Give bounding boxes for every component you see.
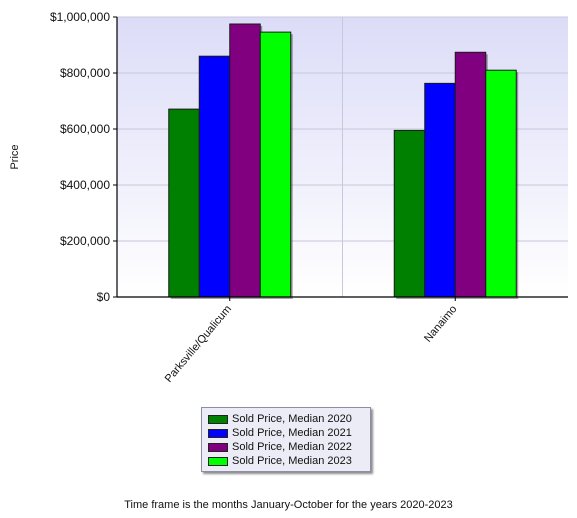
x-tick-label: Nanaimo xyxy=(422,303,459,344)
legend-item: Sold Price, Median 2023 xyxy=(208,454,364,468)
footnote: Time frame is the months January-October… xyxy=(124,499,453,511)
legend-label: Sold Price, Median 2020 xyxy=(232,413,352,425)
legend-item: Sold Price, Median 2020 xyxy=(208,412,364,426)
legend-label: Sold Price, Median 2023 xyxy=(232,455,352,467)
bar xyxy=(168,108,200,298)
legend-item: Sold Price, Median 2021 xyxy=(208,426,364,440)
legend-label: Sold Price, Median 2021 xyxy=(232,427,352,439)
legend-swatch xyxy=(208,414,228,424)
y-tick-label: $0 xyxy=(97,290,111,304)
legend-swatch xyxy=(208,456,228,466)
y-tick-label: $400,000 xyxy=(60,178,110,192)
legend-swatch xyxy=(208,442,228,452)
bar xyxy=(454,51,487,298)
bar xyxy=(424,82,456,298)
y-tick-label: $800,000 xyxy=(60,66,110,80)
bar xyxy=(485,69,517,298)
legend-label: Sold Price, Median 2022 xyxy=(232,441,352,453)
y-tick-label: $1,000,000 xyxy=(50,10,110,24)
legend-swatch xyxy=(208,428,228,438)
legend-item: Sold Price, Median 2022 xyxy=(208,440,364,454)
x-tick-label: Parksville/Qualicum xyxy=(163,303,234,385)
y-tick-label: $200,000 xyxy=(60,234,110,248)
y-axis-label: Price xyxy=(9,144,21,169)
bar xyxy=(393,129,426,298)
bar xyxy=(229,23,261,298)
bar xyxy=(259,31,292,298)
legend: Sold Price, Median 2020 Sold Price, Media… xyxy=(201,407,371,472)
y-tick-label: $600,000 xyxy=(60,122,110,136)
bar xyxy=(198,55,231,298)
